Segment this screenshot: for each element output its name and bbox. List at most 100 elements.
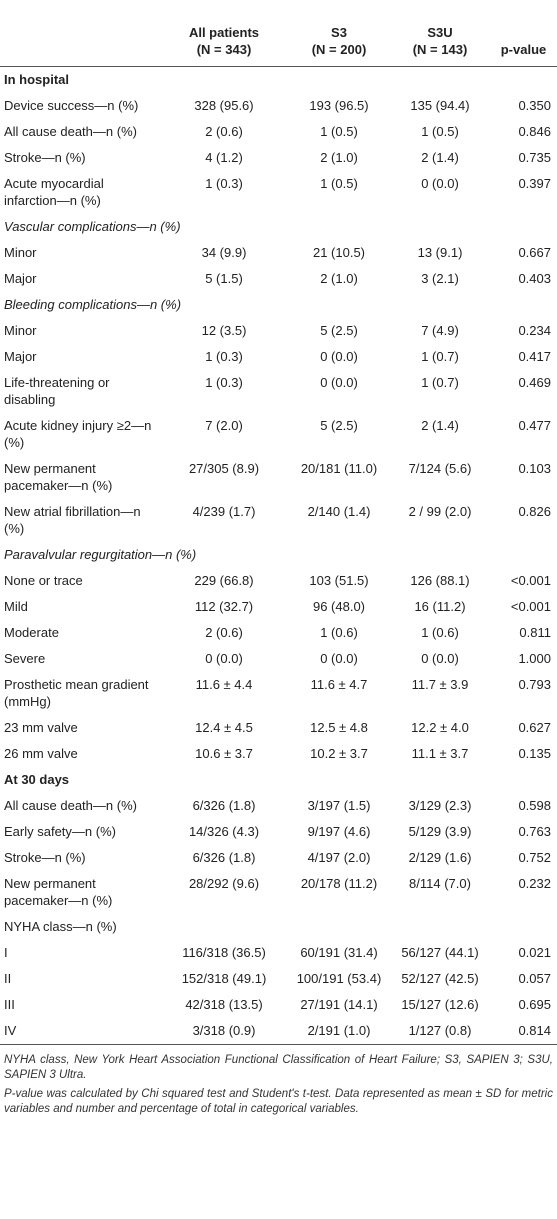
cell: 103 (51.5) xyxy=(309,573,369,588)
cell: 0.103 xyxy=(518,461,551,476)
section-row: NYHA class—n (%) xyxy=(0,914,557,940)
row-label: Acute myocardial infarction—n (%) xyxy=(4,176,104,208)
data-row: None or trace 229 (66.8) 103 (51.5) 126 (88… xyxy=(0,568,557,594)
section-row: At 30 days xyxy=(0,767,557,793)
cell: 96 (48.0) xyxy=(312,599,366,614)
cell: 3/129 (2.3) xyxy=(408,798,472,813)
cell: 0.397 xyxy=(518,176,551,191)
data-row: All cause death—n (%) 2 (0.6) 1 (0.5) 1 (0.… xyxy=(0,119,557,145)
row-label: I xyxy=(4,945,8,960)
section-heading: NYHA class—n (%) xyxy=(4,919,117,934)
footnotes: NYHA class, New York Heart Association F… xyxy=(4,1053,553,1117)
cell: 1.000 xyxy=(518,651,551,666)
data-row: Minor 34 (9.9) 21 (10.5) 13 (9.1) 0.667 xyxy=(0,240,557,266)
cell: 1 (0.5) xyxy=(320,176,358,191)
cell: 2 (0.6) xyxy=(205,625,243,640)
data-row: Prosthetic mean gradient (mmHg) 11.6 ± 4.… xyxy=(0,672,557,715)
row-label: Major xyxy=(4,349,37,364)
section-heading: Bleeding complications—n (%) xyxy=(4,297,182,312)
cell: 0.477 xyxy=(518,418,551,433)
data-row: Device success—n (%) 328 (95.6) 193 (96.5)… xyxy=(0,93,557,119)
section-heading: Vascular complications—n (%) xyxy=(4,219,181,234)
cell: 4/197 (2.0) xyxy=(307,850,371,865)
data-row: Major 5 (1.5) 2 (1.0) 3 (2.1) 0.403 xyxy=(0,266,557,292)
section-heading: At 30 days xyxy=(4,772,70,787)
cell: 0.232 xyxy=(518,876,551,891)
footnote: P-value was calculated by Chi squared te… xyxy=(4,1088,553,1115)
row-label: All cause death—n (%) xyxy=(4,124,137,139)
cell: 12.5 ± 4.8 xyxy=(310,720,368,735)
cell: 112 (32.7) xyxy=(194,599,254,614)
header-line: p-value xyxy=(500,42,547,57)
data-row: Minor 12 (3.5) 5 (2.5) 7 (4.9) 0.234 xyxy=(0,318,557,344)
data-row: Major 1 (0.3) 0 (0.0) 1 (0.7) 0.417 xyxy=(0,344,557,370)
data-row: Severe 0 (0.0) 0 (0.0) 0 (0.0) 1.000 xyxy=(0,646,557,672)
cell: 13 (9.1) xyxy=(417,245,463,260)
data-row: II 152/318 (49.1) 100/191 (53.4) 52/127 (42… xyxy=(0,966,557,992)
row-label: Major xyxy=(4,271,37,286)
cell: 1/127 (0.8) xyxy=(390,1018,490,1045)
cell: 0.598 xyxy=(518,798,551,813)
row-label: Device success—n (%) xyxy=(4,98,139,113)
row-label: 26 mm valve xyxy=(4,746,78,761)
data-row: New permanent pacemaker—n (%) 27/305 (8.9… xyxy=(0,456,557,499)
section-heading: Paravalvular regurgitation—n (%) xyxy=(4,547,197,562)
row-label: All cause death—n (%) xyxy=(4,798,137,813)
cell: 2 / 99 (2.0) xyxy=(408,504,472,519)
cell: 14/326 (4.3) xyxy=(188,824,260,839)
header-line: (N = 143) xyxy=(412,42,468,57)
cell: 4/239 (1.7) xyxy=(192,504,256,519)
cell: 1 (0.3) xyxy=(205,375,243,390)
cell: 126 (88.1) xyxy=(410,573,470,588)
cell: 0 (0.0) xyxy=(320,375,358,390)
cell: 3 (2.1) xyxy=(421,271,459,286)
data-row: Acute myocardial infarction—n (%) 1 (0.3)… xyxy=(0,171,557,214)
header-line: All patients xyxy=(188,25,260,40)
cell: 3/318 (0.9) xyxy=(160,1018,288,1045)
cell: 10.6 ± 3.7 xyxy=(195,746,253,761)
cell: 2 (1.0) xyxy=(320,150,358,165)
cell: 0.846 xyxy=(518,124,551,139)
cell: 7 (2.0) xyxy=(205,418,243,433)
cell: 11.6 ± 4.4 xyxy=(195,677,253,692)
row-label: New atrial fibrillation—n (%) xyxy=(4,504,141,536)
data-row: III 42/318 (13.5) 27/191 (14.1) 15/127 (12.… xyxy=(0,992,557,1018)
cell: 11.1 ± 3.7 xyxy=(411,746,469,761)
cell: 10.2 ± 3.7 xyxy=(310,746,368,761)
cell: 0 (0.0) xyxy=(421,651,459,666)
table-body: In hospital Device success—n (%) 328 (95.6… xyxy=(0,67,557,1045)
data-row: Life-threatening or disabling 1 (0.3) 0 (0… xyxy=(0,370,557,413)
cell: 34 (9.9) xyxy=(201,245,247,260)
cell: 52/127 (42.5) xyxy=(401,971,479,986)
cell: 0.403 xyxy=(518,271,551,286)
row-label: Acute kidney injury ≥2—n (%) xyxy=(4,418,152,450)
column-header: S3 (N = 200) xyxy=(288,0,390,67)
data-row: Stroke—n (%) 6/326 (1.8) 4/197 (2.0) 2/129 … xyxy=(0,845,557,871)
cell: 6/326 (1.8) xyxy=(192,850,256,865)
cell: 20/178 (11.2) xyxy=(300,876,378,891)
row-label: Stroke—n (%) xyxy=(4,850,86,865)
cell: 1 (0.6) xyxy=(421,625,459,640)
cell: 0.735 xyxy=(518,150,551,165)
cell: 0 (0.0) xyxy=(320,349,358,364)
cell: 5 (2.5) xyxy=(320,418,358,433)
data-row: 26 mm valve 10.6 ± 3.7 10.2 ± 3.7 11.1 ± 3.… xyxy=(0,741,557,767)
row-label: Mild xyxy=(4,599,28,614)
cell: 0.695 xyxy=(518,997,551,1012)
data-row: All cause death—n (%) 6/326 (1.8) 3/197 (1… xyxy=(0,793,557,819)
data-row: IV 3/318 (0.9) 2/191 (1.0) 1/127 (0.8) 0.814 xyxy=(0,1018,557,1045)
results-table: All patients (N = 343) S3 (N = 200) S3U (N = … xyxy=(0,0,557,1045)
cell: 11.7 ± 3.9 xyxy=(411,677,469,692)
cell: 0.793 xyxy=(518,677,551,692)
data-row: Mild 112 (32.7) 96 (48.0) 16 (11.2) <0.001 xyxy=(0,594,557,620)
cell: 0.469 xyxy=(518,375,551,390)
cell: 7 (4.9) xyxy=(421,323,459,338)
cell: 5/129 (3.9) xyxy=(408,824,472,839)
cell: 1 (0.5) xyxy=(421,124,459,139)
cell: 2 (1.0) xyxy=(320,271,358,286)
cell: 0.752 xyxy=(518,850,551,865)
cell: 1 (0.7) xyxy=(421,349,459,364)
section-row: In hospital xyxy=(0,67,557,94)
cell: 12.4 ± 4.5 xyxy=(195,720,253,735)
data-row: Moderate 2 (0.6) 1 (0.6) 1 (0.6) 0.811 xyxy=(0,620,557,646)
